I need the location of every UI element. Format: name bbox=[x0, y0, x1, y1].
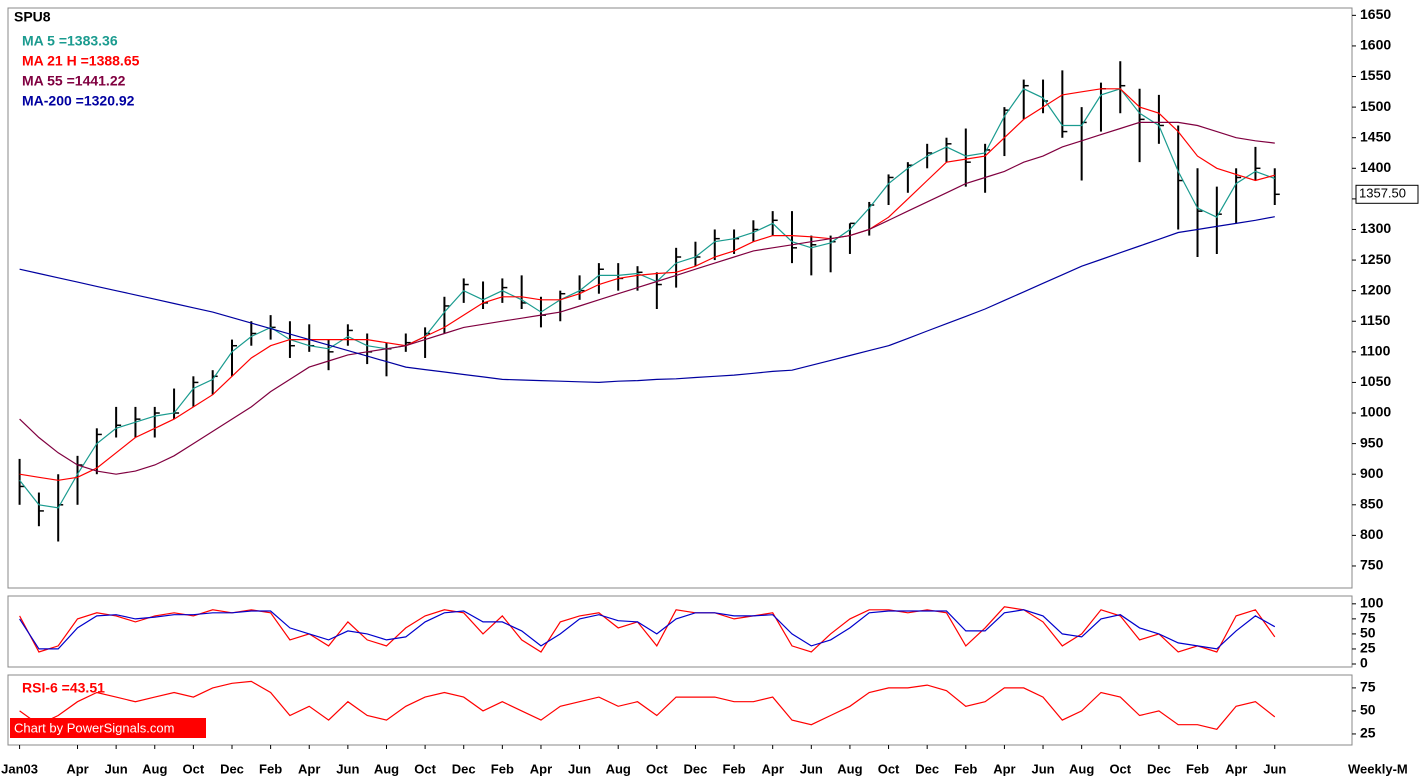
indicator-title: RSI-6 =43.51 bbox=[22, 680, 105, 696]
credit-box bbox=[10, 718, 206, 738]
y-tick-label: 25 bbox=[1360, 725, 1376, 741]
x-tick-label: Dec bbox=[220, 761, 244, 776]
y-tick-label: 800 bbox=[1360, 526, 1384, 542]
y-tick-label: 0 bbox=[1360, 655, 1368, 671]
x-tick-label: Dec bbox=[452, 761, 476, 776]
y-tick-label: 75 bbox=[1360, 679, 1376, 695]
x-tick-label: Oct bbox=[878, 761, 900, 776]
x-tick-label: Aug bbox=[606, 761, 631, 776]
x-tick-label: Oct bbox=[183, 761, 205, 776]
x-tick-label: Feb bbox=[1186, 761, 1209, 776]
x-tick-label: Aug bbox=[374, 761, 399, 776]
y-tick-label: 1600 bbox=[1360, 37, 1391, 53]
x-tick-label: Apr bbox=[66, 761, 88, 776]
legend-entry: MA 5 =1383.36 bbox=[22, 33, 118, 49]
x-tick-label: Apr bbox=[298, 761, 320, 776]
stochastic-panel bbox=[7, 595, 1353, 668]
y-tick-label: 1100 bbox=[1360, 343, 1391, 359]
y-tick-label: 75 bbox=[1360, 610, 1376, 626]
y-tick-label: 850 bbox=[1360, 495, 1384, 511]
x-tick-label: Jun bbox=[568, 761, 591, 776]
y-tick-label: 25 bbox=[1360, 640, 1376, 656]
x-tick-label: Apr bbox=[993, 761, 1015, 776]
x-tick-label: Aug bbox=[837, 761, 862, 776]
indicator-line bbox=[19, 216, 1275, 384]
price-label-box bbox=[1355, 184, 1419, 204]
x-tick-label: Aug bbox=[1069, 761, 1094, 776]
x-tick-label: Jun bbox=[1031, 761, 1054, 776]
period-label: Weekly-M bbox=[1348, 761, 1408, 776]
y-tick-label: 750 bbox=[1360, 557, 1384, 573]
y-tick-label: 50 bbox=[1360, 702, 1376, 718]
indicator-line bbox=[19, 88, 1275, 481]
x-tick-label: Dec bbox=[1147, 761, 1171, 776]
x-tick-label: Oct bbox=[1109, 761, 1131, 776]
x-tick-label: Apr bbox=[530, 761, 552, 776]
y-tick-label: 1500 bbox=[1360, 98, 1391, 114]
x-tick-label: Dec bbox=[915, 761, 939, 776]
x-tick-label: Feb bbox=[954, 761, 977, 776]
rsi-panel bbox=[7, 674, 1353, 746]
x-tick-label: Oct bbox=[646, 761, 668, 776]
x-tick-label: Apr bbox=[1225, 761, 1247, 776]
indicator-line bbox=[19, 121, 1275, 475]
x-tick-label: Jun bbox=[1263, 761, 1286, 776]
y-tick-label: 1450 bbox=[1360, 128, 1391, 144]
indicator-line bbox=[19, 88, 1276, 509]
y-tick-label: 1550 bbox=[1360, 67, 1391, 83]
y-tick-label: 1050 bbox=[1360, 373, 1391, 389]
y-tick-label: 1400 bbox=[1360, 159, 1391, 175]
y-tick-label: 1000 bbox=[1360, 404, 1391, 420]
x-tick-label: Apr bbox=[761, 761, 783, 776]
x-tick-label: Jun bbox=[336, 761, 359, 776]
x-tick-label: Aug bbox=[142, 761, 167, 776]
price-label: 1357.50 bbox=[1359, 186, 1406, 201]
y-tick-label: 1200 bbox=[1360, 281, 1391, 297]
price-panel bbox=[7, 7, 1353, 589]
y-tick-label: 50 bbox=[1360, 625, 1376, 641]
y-tick-label: 1150 bbox=[1360, 312, 1391, 328]
y-tick-label: 1650 bbox=[1360, 6, 1391, 22]
x-tick-label: Oct bbox=[414, 761, 436, 776]
credit: Chart by PowerSignals.com bbox=[14, 720, 174, 735]
y-tick-label: 1300 bbox=[1360, 220, 1391, 236]
y-tick-label: 1250 bbox=[1360, 251, 1391, 267]
y-tick-label: 950 bbox=[1360, 434, 1384, 450]
legend-entry: MA 21 H =1388.65 bbox=[22, 53, 140, 69]
legend-entry: MA 55 =1441.22 bbox=[22, 73, 126, 89]
indicator-line bbox=[19, 680, 1276, 730]
x-tick-label: Jan03 bbox=[1, 761, 38, 776]
x-tick-label: Jun bbox=[105, 761, 128, 776]
x-tick-label: Feb bbox=[723, 761, 746, 776]
x-tick-label: Feb bbox=[259, 761, 282, 776]
y-tick-label: 900 bbox=[1360, 465, 1384, 481]
x-tick-label: Jun bbox=[800, 761, 823, 776]
legend-entry: MA-200 =1320.92 bbox=[22, 93, 135, 109]
x-tick-label: Dec bbox=[684, 761, 708, 776]
x-tick-label: Feb bbox=[491, 761, 514, 776]
y-tick-label: 100 bbox=[1360, 595, 1384, 611]
chart-title: SPU8 bbox=[14, 9, 51, 25]
indicator-line bbox=[19, 609, 1276, 650]
